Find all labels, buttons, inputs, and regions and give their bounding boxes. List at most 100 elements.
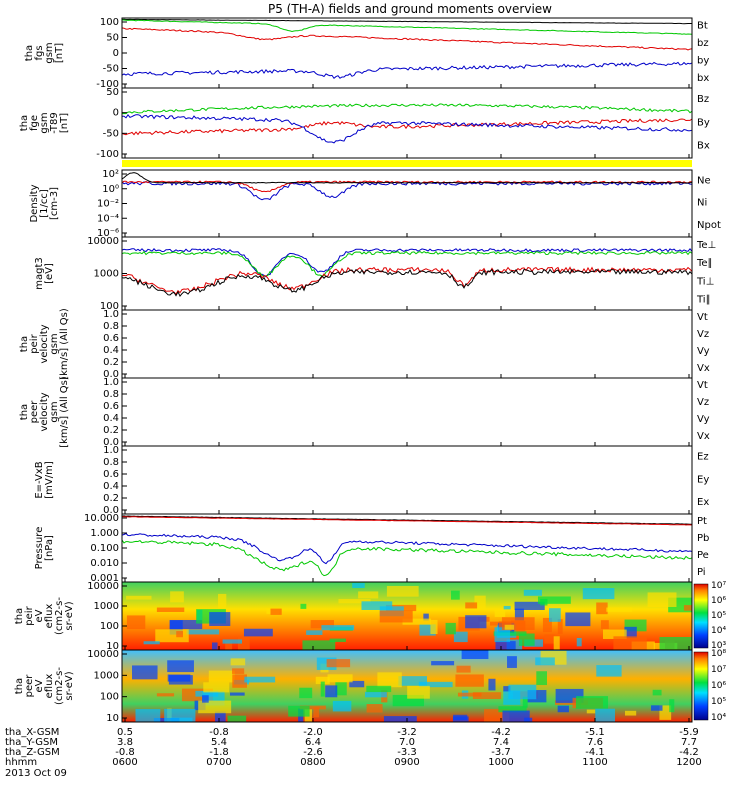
orbit-value: -2.0 xyxy=(303,727,323,738)
spectrogram-cell xyxy=(198,700,232,714)
series-line-pt xyxy=(121,515,692,525)
y-axis-label: magt3 xyxy=(34,257,45,290)
y-tick-label: 1000 xyxy=(94,269,119,280)
spectrogram-cell xyxy=(288,705,310,717)
y-tick-label: 0.010 xyxy=(90,558,119,569)
legend-entry-0: Ez xyxy=(697,452,709,463)
y-axis-label: tha xyxy=(14,678,25,694)
y-tick-label: 0.0 xyxy=(103,369,119,380)
y-axis-label: [nPa] xyxy=(44,535,55,561)
colorbar-tick-label: 10⁸ xyxy=(711,649,726,659)
spectrogram-cell xyxy=(244,676,276,683)
spectrogram-cell xyxy=(488,678,496,691)
y-axis-label: gsm xyxy=(44,42,55,63)
series-line-pi xyxy=(121,532,693,565)
spectrogram-cell xyxy=(225,641,233,650)
panel-frame xyxy=(121,377,693,447)
spectrogram-cell xyxy=(430,619,438,635)
y-axis-label: -T89 xyxy=(49,112,60,134)
spectrogram-cell xyxy=(557,619,563,634)
y-axis-label: tha xyxy=(24,45,35,61)
orbit-value: -4.2 xyxy=(491,727,511,738)
orbit-value: -1.8 xyxy=(209,747,229,758)
spectrogram-cell xyxy=(326,659,351,668)
spectrogram-cell xyxy=(595,708,616,722)
orbit-value: 0900 xyxy=(394,757,419,768)
spectrogram-cell xyxy=(167,660,194,673)
y-axis-label: [mV/m] xyxy=(44,461,55,499)
orbit-value: 7.0 xyxy=(399,737,415,748)
spectrogram-cell xyxy=(582,588,615,600)
y-axis-label: (cm2-s- xyxy=(54,667,65,705)
y-axis-label: gsm xyxy=(49,333,60,354)
spectrogram-cell xyxy=(651,705,663,711)
y-axis-label: Density xyxy=(29,184,40,222)
legend-entry-0: Bt xyxy=(697,21,708,32)
spectrogram-cell xyxy=(445,622,456,635)
y-axis-label: [nT] xyxy=(59,113,70,133)
spectrogram-cell xyxy=(232,668,245,674)
spectrogram-cell xyxy=(514,601,545,611)
spectrogram-cell xyxy=(229,692,245,696)
orbit-labels: tha_X-GSM 0.5 -0.8 -2.0 -3.2 -4.2 -5.1 -5.9 tha_… xyxy=(5,727,702,768)
spectrogram-cell xyxy=(302,640,336,650)
spectrogram-cell xyxy=(313,707,320,718)
spectrogram-cell xyxy=(456,665,471,673)
spectrogram-cell xyxy=(600,620,609,629)
series-line-bx xyxy=(121,61,693,80)
spectrogram-cell xyxy=(300,603,307,609)
spectrogram-cell xyxy=(386,585,419,597)
colorbar-tick-label: 10³ xyxy=(711,641,726,651)
series-line-bz xyxy=(121,27,693,51)
y-axis-label: (cm2-s- xyxy=(54,597,65,635)
colorbar xyxy=(693,583,709,649)
colorbar-tick-label: 10⁶ xyxy=(711,596,726,606)
y-axis-label: eflux xyxy=(44,604,55,629)
spectrogram-cell xyxy=(377,672,402,688)
spectrogram-cell xyxy=(613,636,647,650)
spectrogram-cell xyxy=(419,624,436,636)
colorbar xyxy=(693,651,709,721)
legend-entry-1: Ey xyxy=(697,474,709,485)
y-axis-label: tha xyxy=(14,608,25,624)
spectrogram-cell xyxy=(494,627,511,643)
y-tick-label: 0.8 xyxy=(103,321,119,332)
colorbar-tick-label: 10⁵ xyxy=(711,697,726,707)
spectrogram-cell xyxy=(227,715,247,722)
orbit-value: -0.8 xyxy=(115,747,135,758)
spectrogram-cell xyxy=(647,592,677,607)
y-tick-label: 10⁰ xyxy=(102,184,119,195)
panel-frame xyxy=(121,445,693,515)
spectrogram-cell xyxy=(383,716,417,722)
spectrogram-cell xyxy=(214,711,226,722)
spectrogram-cell xyxy=(455,674,484,687)
spectrogram-cell xyxy=(299,705,326,710)
spectrogram-cell xyxy=(576,696,609,709)
orbit-value: 6.4 xyxy=(305,737,321,748)
y-tick-label: 0.2 xyxy=(103,425,119,436)
y-tick-label: 0.4 xyxy=(103,481,119,492)
orbit-value: 0.5 xyxy=(117,727,133,738)
spectrogram-cell xyxy=(659,705,672,720)
orbit-value: -0.8 xyxy=(209,727,229,738)
orbit-value: 7.6 xyxy=(587,737,603,748)
y-tick-label: 100 xyxy=(100,692,119,703)
y-axis-label: tha xyxy=(19,115,30,131)
y-axis-label: [km/s] (All Qs) xyxy=(59,308,70,380)
figure-title: P5 (TH-A) fields and ground moments over… xyxy=(268,2,552,16)
y-axis-label: eV xyxy=(34,679,45,692)
y-axis-label: E=-VxB xyxy=(34,461,45,498)
spectrogram-cell xyxy=(366,704,383,713)
spectrogram-cell xyxy=(398,676,427,686)
spectrogram-cell xyxy=(164,708,196,722)
legend-entry-1: Vz xyxy=(697,329,709,340)
spectrogram-cell xyxy=(624,619,647,632)
spectrogram-cell xyxy=(418,681,453,688)
spectrogram-cell xyxy=(332,700,352,712)
y-tick-label: 10 xyxy=(106,713,119,724)
spectrogram-cell xyxy=(270,608,282,615)
orbit-value: -2.6 xyxy=(303,747,323,758)
spectrogram-cell xyxy=(315,676,330,685)
y-tick-label: 10000 xyxy=(87,581,119,592)
spectrogram-cell xyxy=(402,618,432,625)
